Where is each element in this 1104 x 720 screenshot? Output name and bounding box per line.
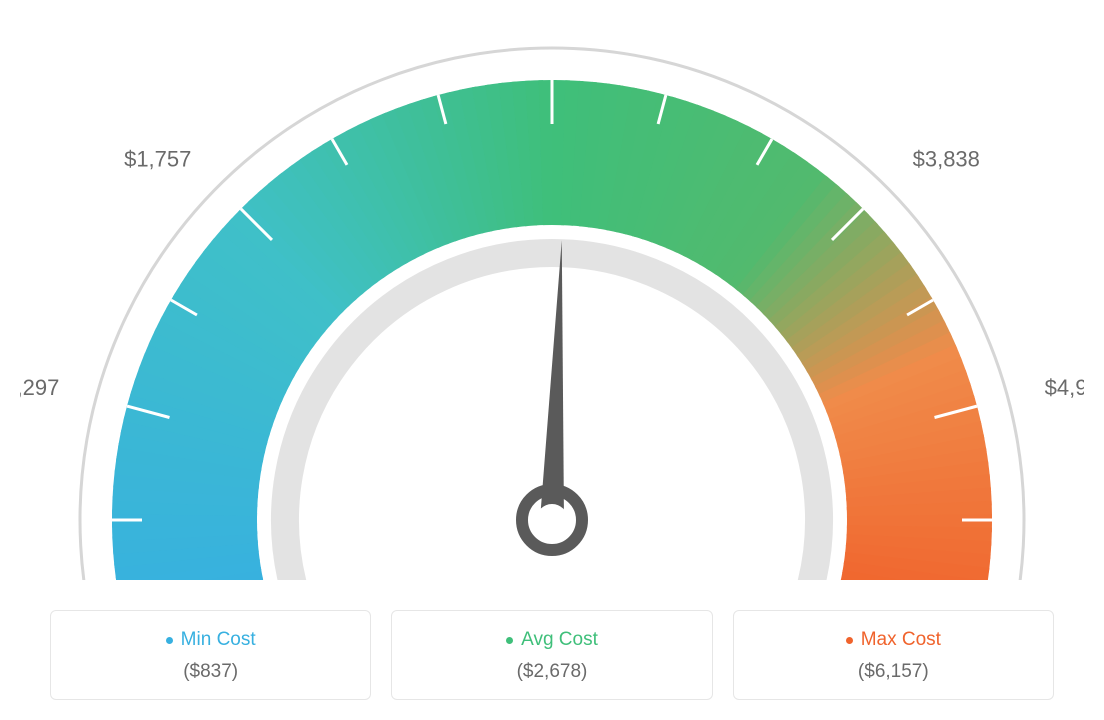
legend-value-max: ($6,157) bbox=[754, 661, 1033, 683]
legend-label-avg: Avg Cost bbox=[521, 629, 598, 651]
gauge-svg: $837$1,297$1,757$2,678$3,838$4,998$6,157 bbox=[20, 20, 1084, 580]
gauge-chart: $837$1,297$1,757$2,678$3,838$4,998$6,157… bbox=[20, 20, 1084, 700]
legend-title-min: Min Cost bbox=[166, 629, 256, 651]
legend-card-min: Min Cost ($837) bbox=[50, 610, 371, 700]
tick-label: $4,998 bbox=[1045, 375, 1084, 400]
legend-dot-avg bbox=[506, 637, 513, 644]
legend-row: Min Cost ($837) Avg Cost ($2,678) Max Co… bbox=[20, 610, 1084, 700]
legend-title-max: Max Cost bbox=[846, 629, 941, 651]
legend-title-avg: Avg Cost bbox=[506, 629, 598, 651]
needle bbox=[540, 240, 564, 520]
tick-label: $1,297 bbox=[20, 375, 59, 400]
needle-hub-inner bbox=[536, 504, 568, 536]
tick-label: $3,838 bbox=[913, 146, 980, 171]
legend-label-min: Min Cost bbox=[181, 629, 256, 651]
tick-label: $2,678 bbox=[518, 20, 585, 22]
tick-label: $1,757 bbox=[124, 146, 191, 171]
legend-dot-max bbox=[846, 637, 853, 644]
legend-value-min: ($837) bbox=[71, 661, 350, 683]
legend-label-max: Max Cost bbox=[861, 629, 941, 651]
legend-dot-min bbox=[166, 637, 173, 644]
legend-card-avg: Avg Cost ($2,678) bbox=[391, 610, 712, 700]
legend-value-avg: ($2,678) bbox=[412, 661, 691, 683]
legend-card-max: Max Cost ($6,157) bbox=[733, 610, 1054, 700]
